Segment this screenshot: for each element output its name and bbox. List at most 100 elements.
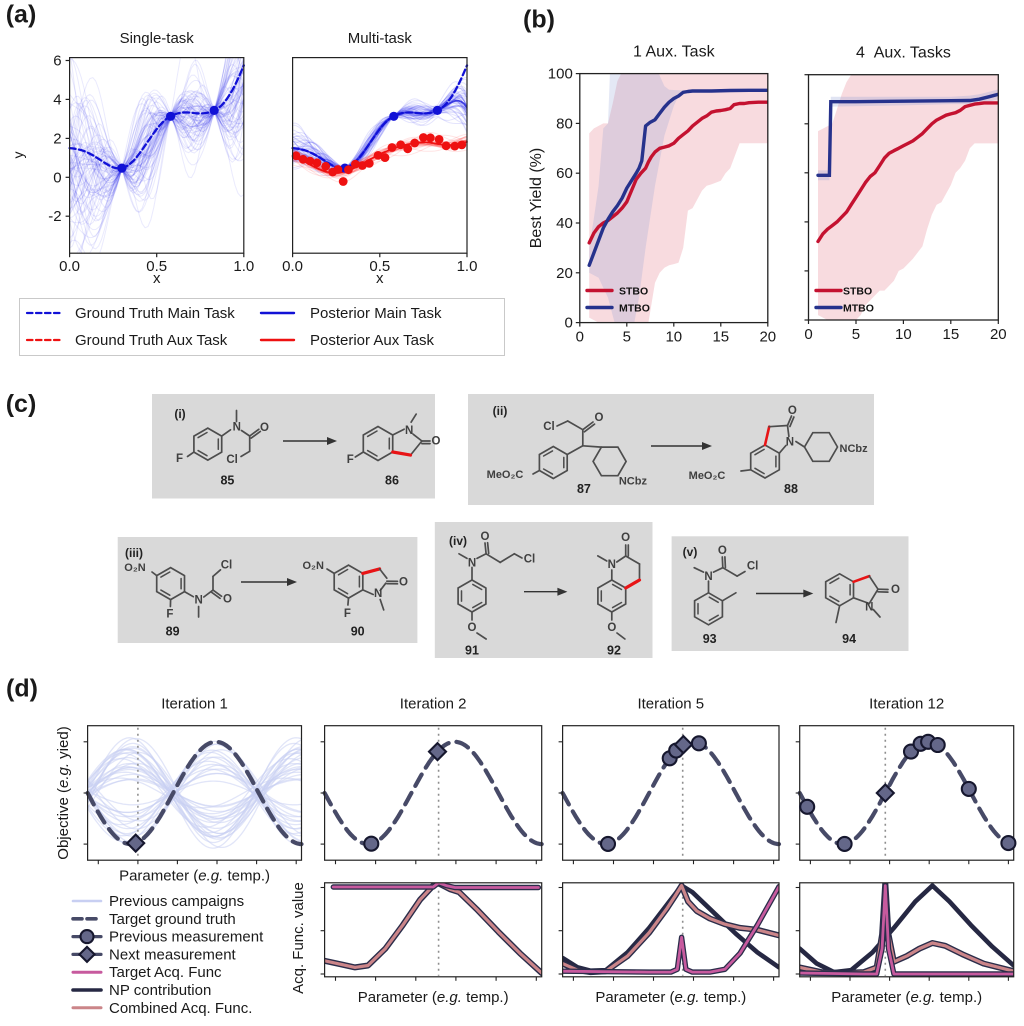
svg-text:86: 86	[385, 474, 399, 488]
svg-text:x: x	[376, 270, 384, 287]
svg-text:Iteration 5: Iteration 5	[637, 696, 704, 713]
svg-text:STBO: STBO	[619, 286, 648, 298]
svg-text:80: 80	[556, 115, 573, 132]
svg-text:Posterior Main Task: Posterior Main Task	[310, 305, 442, 322]
svg-text:0: 0	[564, 315, 572, 332]
svg-text:2: 2	[53, 130, 61, 147]
svg-text:O: O	[399, 576, 408, 588]
svg-text:(v): (v)	[683, 545, 698, 559]
svg-text:Target Acq. Func: Target Acq. Func	[109, 964, 222, 981]
svg-text:Iteration 1: Iteration 1	[161, 696, 228, 713]
svg-text:0: 0	[53, 169, 61, 186]
svg-text:0.5: 0.5	[146, 258, 167, 275]
svg-text:Single-task: Single-task	[120, 30, 195, 47]
svg-text:y: y	[10, 152, 26, 159]
svg-text:O: O	[788, 405, 797, 417]
svg-text:89: 89	[166, 625, 180, 639]
svg-text:100: 100	[548, 66, 573, 83]
svg-text:O: O	[718, 545, 727, 557]
svg-text:Cl: Cl	[524, 553, 536, 565]
svg-text:0.0: 0.0	[59, 258, 80, 275]
svg-text:Cl: Cl	[543, 421, 555, 433]
svg-text:N: N	[865, 602, 873, 614]
svg-text:87: 87	[577, 482, 591, 496]
svg-text:40: 40	[556, 215, 573, 232]
svg-text:(i): (i)	[174, 407, 185, 421]
svg-text:O₂N: O₂N	[124, 562, 145, 574]
svg-text:N: N	[608, 559, 616, 571]
svg-text:Acq. Func. value: Acq. Func. value	[290, 882, 307, 994]
svg-text:(ii): (ii)	[493, 404, 508, 418]
svg-text:Ground Truth Aux Task: Ground Truth Aux Task	[75, 332, 228, 349]
svg-text:Best Yield (%): Best Yield (%)	[528, 148, 545, 248]
svg-text:94: 94	[842, 632, 856, 646]
svg-text:STBO: STBO	[843, 286, 872, 298]
svg-text:Previous measurement: Previous measurement	[109, 929, 264, 946]
svg-text:88: 88	[784, 482, 798, 496]
svg-text:x: x	[153, 270, 161, 287]
svg-text:15: 15	[712, 329, 729, 346]
svg-text:N: N	[405, 425, 413, 437]
svg-text:20: 20	[556, 265, 573, 282]
svg-text:1.0: 1.0	[457, 258, 478, 275]
svg-text:Posterior Aux Task: Posterior Aux Task	[310, 332, 434, 349]
svg-text:20: 20	[990, 326, 1007, 343]
svg-text:O: O	[595, 412, 604, 424]
svg-text:O: O	[607, 622, 616, 634]
svg-text:(d): (d)	[6, 675, 38, 703]
svg-text:15: 15	[943, 326, 960, 343]
svg-text:Cl: Cl	[221, 560, 233, 572]
svg-text:Next measurement: Next measurement	[109, 946, 237, 963]
svg-text:O: O	[260, 422, 269, 434]
svg-text:Iteration 12: Iteration 12	[869, 696, 944, 713]
svg-text:N: N	[194, 595, 202, 607]
svg-text:MTBO: MTBO	[843, 303, 874, 315]
svg-text:F: F	[347, 454, 354, 466]
svg-text:NCbz: NCbz	[619, 476, 648, 488]
svg-text:F: F	[176, 453, 183, 465]
svg-text:O: O	[621, 532, 630, 544]
svg-text:Parameter (e.g. temp.): Parameter (e.g. temp.)	[831, 989, 982, 1006]
svg-text:Iteration 2: Iteration 2	[400, 696, 467, 713]
svg-text:Parameter (e.g. temp.): Parameter (e.g. temp.)	[358, 989, 509, 1006]
svg-text:MeO₂C: MeO₂C	[487, 469, 524, 481]
svg-text:Ground Truth Main Task: Ground Truth Main Task	[75, 305, 235, 322]
svg-text:0.0: 0.0	[282, 258, 303, 275]
svg-text:O: O	[432, 436, 441, 448]
svg-text:(iv): (iv)	[449, 534, 467, 548]
svg-text:Parameter (e.g. temp.): Parameter (e.g. temp.)	[119, 868, 270, 885]
svg-text:Previous campaigns: Previous campaigns	[109, 893, 244, 910]
svg-text:93: 93	[703, 632, 717, 646]
svg-text:N: N	[374, 588, 382, 600]
svg-text:0.5: 0.5	[369, 258, 390, 275]
svg-text:6: 6	[53, 53, 61, 70]
svg-text:91: 91	[465, 644, 479, 658]
svg-text:4 Aux. Tasks: 4 Aux. Tasks	[856, 45, 951, 62]
svg-text:0: 0	[804, 326, 812, 343]
svg-text:(iii): (iii)	[125, 546, 143, 560]
svg-text:Cl: Cl	[747, 561, 759, 573]
svg-text:10: 10	[665, 329, 682, 346]
svg-text:85: 85	[220, 474, 234, 488]
svg-text:Multi-task: Multi-task	[348, 30, 413, 47]
svg-text:Cl: Cl	[226, 454, 238, 466]
svg-text:1.0: 1.0	[233, 258, 254, 275]
svg-text:-2: -2	[48, 208, 61, 225]
svg-text:4: 4	[53, 91, 61, 108]
svg-text:0: 0	[576, 329, 584, 346]
svg-text:N: N	[704, 571, 712, 583]
svg-text:O: O	[223, 594, 232, 606]
svg-text:1 Aux. Task: 1 Aux. Task	[633, 44, 716, 61]
svg-text:90: 90	[351, 625, 365, 639]
svg-text:N: N	[233, 422, 241, 434]
svg-text:Combined Acq. Func.: Combined Acq. Func.	[109, 1000, 252, 1017]
svg-text:MeO₂C: MeO₂C	[689, 470, 726, 482]
svg-text:O: O	[891, 584, 900, 596]
svg-text:60: 60	[556, 165, 573, 182]
svg-text:Parameter (e.g. temp.): Parameter (e.g. temp.)	[595, 989, 746, 1006]
svg-text:5: 5	[623, 329, 631, 346]
svg-text:NP contribution: NP contribution	[109, 982, 211, 999]
svg-text:F: F	[166, 609, 173, 621]
svg-text:F: F	[344, 608, 351, 620]
svg-text:Objective (e.g. yied): Objective (e.g. yied)	[55, 726, 72, 859]
